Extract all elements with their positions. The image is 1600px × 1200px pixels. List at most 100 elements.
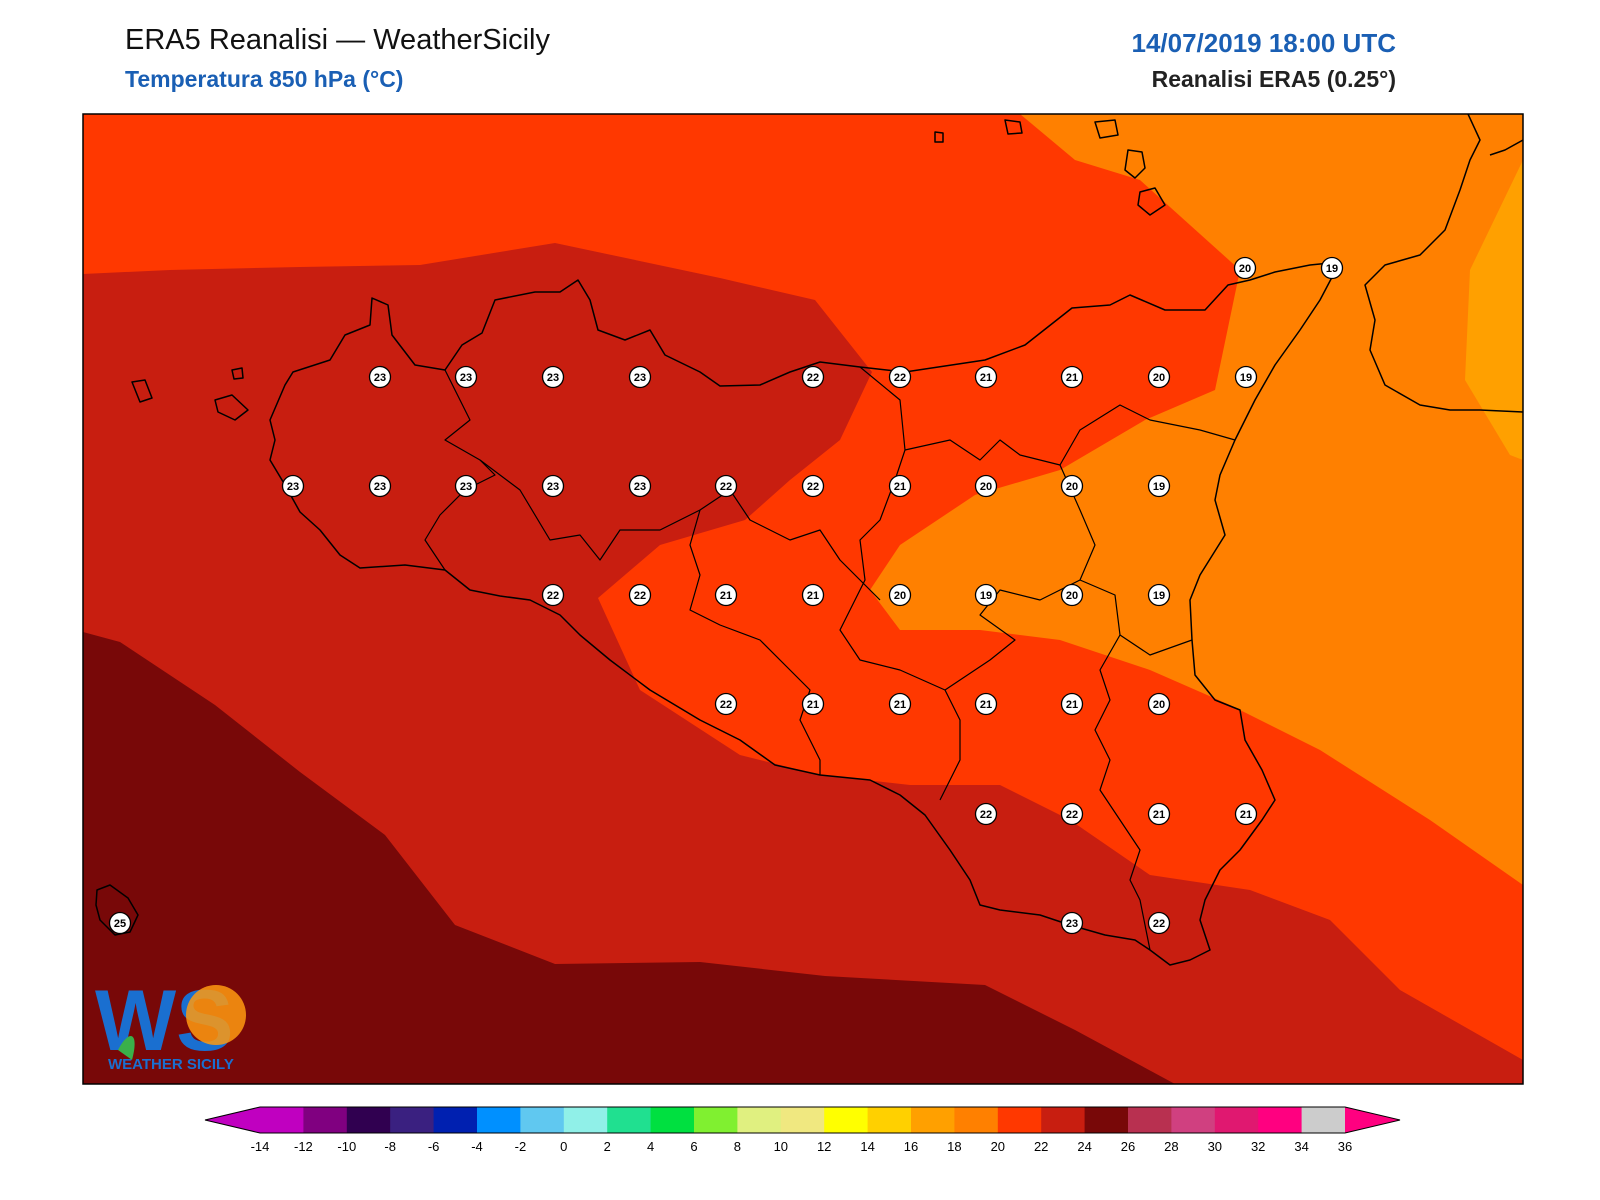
calabria-coastline bbox=[1489, 139, 1523, 156]
station-circle bbox=[1060, 583, 1084, 607]
colorbar-swatch bbox=[477, 1107, 521, 1133]
station-marker: 22 bbox=[1060, 802, 1084, 826]
station-value: 23 bbox=[634, 372, 646, 384]
colorbar-swatch bbox=[563, 1107, 608, 1133]
island-outline bbox=[231, 367, 244, 380]
island-outline bbox=[1124, 149, 1146, 179]
colorbar-tick-label: -8 bbox=[384, 1139, 396, 1154]
station-value: 21 bbox=[894, 699, 906, 711]
station-circle bbox=[1234, 365, 1258, 389]
station-value: 22 bbox=[1066, 809, 1078, 821]
colorbar-tick-label: 4 bbox=[647, 1139, 654, 1154]
colorbar-swatch bbox=[824, 1107, 869, 1133]
station-marker: 21 bbox=[888, 692, 912, 716]
station-circle bbox=[281, 474, 305, 498]
island-outline bbox=[131, 379, 153, 403]
island-pantelleria bbox=[95, 884, 139, 936]
station-marker: 22 bbox=[801, 474, 825, 498]
logo-leaf-icon bbox=[118, 1036, 135, 1060]
colorbar-swatch bbox=[260, 1107, 304, 1133]
station-value: 20 bbox=[1153, 372, 1165, 384]
station-marker: 23 bbox=[368, 474, 392, 498]
station-marker: 22 bbox=[541, 583, 565, 607]
band-22-24 bbox=[83, 243, 1523, 1084]
station-values: 20 19 23 23 23 23 22 22 21 21 20 19 23 23 23 23 23 22 22 21… bbox=[108, 256, 1344, 935]
colorbar-tick-label: -12 bbox=[294, 1139, 313, 1154]
station-circle bbox=[628, 583, 652, 607]
colorbar-tick-label: -10 bbox=[337, 1139, 356, 1154]
colorbar-swatch bbox=[737, 1107, 782, 1133]
station-value: 19 bbox=[980, 590, 992, 602]
colorbar-tick-label: 26 bbox=[1121, 1139, 1135, 1154]
station-value: 21 bbox=[1240, 809, 1252, 821]
station-circle bbox=[1147, 474, 1171, 498]
station-circle bbox=[1147, 911, 1171, 935]
province-boundary bbox=[839, 366, 961, 801]
island-outline bbox=[214, 394, 249, 421]
station-marker: 23 bbox=[628, 365, 652, 389]
station-marker: 23 bbox=[454, 474, 478, 498]
station-value: 23 bbox=[374, 372, 386, 384]
station-circle bbox=[454, 365, 478, 389]
island-outline bbox=[1094, 119, 1119, 139]
station-circle bbox=[888, 474, 912, 498]
colorbar-swatch bbox=[607, 1107, 652, 1133]
station-circle bbox=[1060, 692, 1084, 716]
station-marker: 25 bbox=[108, 911, 132, 935]
station-value: 21 bbox=[807, 590, 819, 602]
colorbar-swatch bbox=[694, 1107, 738, 1133]
colorbar-swatch bbox=[433, 1107, 478, 1133]
map-frame bbox=[82, 113, 1524, 1085]
station-value: 23 bbox=[1066, 918, 1078, 930]
station-value: 21 bbox=[980, 699, 992, 711]
station-value: 22 bbox=[894, 372, 906, 384]
station-value: 21 bbox=[807, 699, 819, 711]
station-value: 23 bbox=[547, 481, 559, 493]
band-18-20 bbox=[870, 114, 1523, 885]
calabria-coastline bbox=[1364, 114, 1523, 413]
colorbar-tick-label: 30 bbox=[1208, 1139, 1222, 1154]
station-marker: 22 bbox=[1147, 911, 1171, 935]
station-marker: 22 bbox=[714, 474, 738, 498]
station-marker: 19 bbox=[974, 583, 998, 607]
station-value: 22 bbox=[547, 590, 559, 602]
colorbar-swatch bbox=[1041, 1107, 1086, 1133]
colorbar-high-extend bbox=[1345, 1107, 1400, 1133]
colorbar-tick-label: 16 bbox=[904, 1139, 918, 1154]
station-value: 22 bbox=[807, 372, 819, 384]
station-circle bbox=[714, 692, 738, 716]
logo-sun-icon bbox=[186, 985, 246, 1045]
colorbar-tick-label: 20 bbox=[991, 1139, 1005, 1154]
station-circle bbox=[801, 583, 825, 607]
colorbar-swatch bbox=[650, 1107, 695, 1133]
colorbar-low-extend bbox=[205, 1107, 260, 1133]
logo-name: WEATHER SICILY bbox=[108, 1056, 234, 1073]
station-marker: 19 bbox=[1147, 474, 1171, 498]
colorbar-swatch bbox=[911, 1107, 955, 1133]
station-marker: 20 bbox=[888, 583, 912, 607]
colorbar-swatch bbox=[390, 1107, 435, 1133]
province-boundary bbox=[424, 369, 496, 571]
station-circle bbox=[368, 474, 392, 498]
station-value: 21 bbox=[980, 372, 992, 384]
station-circle bbox=[1234, 802, 1258, 826]
station-marker: 19 bbox=[1234, 365, 1258, 389]
colorbar-tick-label: -6 bbox=[428, 1139, 440, 1154]
station-circle bbox=[1060, 802, 1084, 826]
colorbar-tick-label: 22 bbox=[1034, 1139, 1048, 1154]
colorbar-tick-label: 6 bbox=[690, 1139, 697, 1154]
colorbar-swatch bbox=[1258, 1107, 1303, 1133]
province-boundary bbox=[689, 509, 821, 775]
station-circle bbox=[974, 802, 998, 826]
station-value: 22 bbox=[634, 590, 646, 602]
station-value: 20 bbox=[1239, 263, 1251, 275]
station-value: 21 bbox=[720, 590, 732, 602]
colorbar-swatch bbox=[520, 1107, 565, 1133]
station-value: 20 bbox=[1066, 590, 1078, 602]
band-16-18 bbox=[1465, 160, 1523, 460]
station-value: 20 bbox=[1153, 699, 1165, 711]
station-circle bbox=[974, 474, 998, 498]
station-value: 23 bbox=[460, 481, 472, 493]
colorbar-swatch bbox=[1301, 1107, 1346, 1133]
station-circle bbox=[1233, 256, 1257, 280]
